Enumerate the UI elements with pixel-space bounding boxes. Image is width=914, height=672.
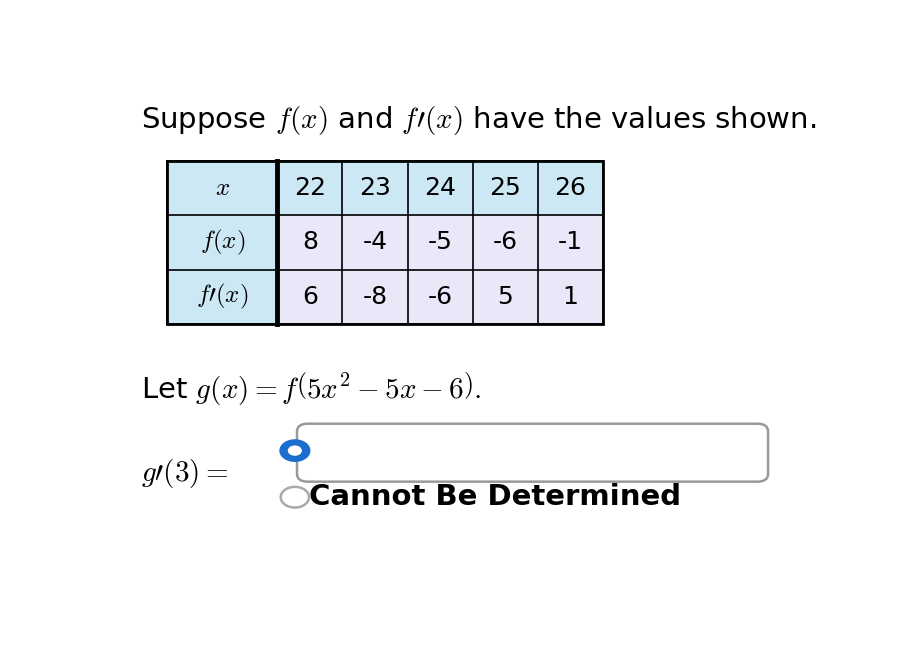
Text: Suppose $f(x)$ and $f\prime(x)$ have the values shown.: Suppose $f(x)$ and $f\prime(x)$ have the… <box>141 104 816 137</box>
Bar <box>537 161 603 215</box>
Text: 8: 8 <box>302 230 318 254</box>
Text: $g\prime(3) =$: $g\prime(3) =$ <box>141 458 228 491</box>
Bar <box>408 269 473 324</box>
Text: 26: 26 <box>555 176 587 200</box>
Text: $x$: $x$ <box>215 176 229 200</box>
Bar <box>167 161 603 324</box>
Bar <box>473 269 537 324</box>
Bar <box>537 269 603 324</box>
Bar <box>343 269 408 324</box>
Bar <box>343 215 408 269</box>
Bar <box>473 215 537 269</box>
Text: -6: -6 <box>428 285 452 308</box>
Circle shape <box>280 439 311 462</box>
Text: 24: 24 <box>424 176 456 200</box>
Text: -1: -1 <box>558 230 583 254</box>
Text: 25: 25 <box>489 176 521 200</box>
FancyBboxPatch shape <box>297 424 768 482</box>
Circle shape <box>288 446 302 456</box>
Text: -6: -6 <box>493 230 518 254</box>
Bar <box>343 161 408 215</box>
Circle shape <box>281 487 309 507</box>
Text: 1: 1 <box>562 285 579 308</box>
Bar <box>408 161 473 215</box>
Bar <box>537 215 603 269</box>
Bar <box>167 215 277 269</box>
Text: -8: -8 <box>362 285 388 308</box>
Bar <box>167 269 277 324</box>
Text: 22: 22 <box>293 176 325 200</box>
Bar <box>277 161 343 215</box>
Text: 23: 23 <box>359 176 391 200</box>
Text: 6: 6 <box>302 285 318 308</box>
Text: 5: 5 <box>497 285 513 308</box>
Bar <box>277 215 343 269</box>
Text: $f(x)$: $f(x)$ <box>199 228 245 257</box>
Bar <box>408 215 473 269</box>
Text: $f\prime(x)$: $f\prime(x)$ <box>197 282 249 311</box>
Text: Let $g(x) = f\left(5x^2 - 5x - 6\right).$: Let $g(x) = f\left(5x^2 - 5x - 6\right).… <box>141 370 482 407</box>
Bar <box>473 161 537 215</box>
Text: -5: -5 <box>428 230 452 254</box>
Bar <box>167 161 277 215</box>
Text: Cannot Be Determined: Cannot Be Determined <box>309 483 681 511</box>
Bar <box>277 269 343 324</box>
Text: -4: -4 <box>362 230 388 254</box>
